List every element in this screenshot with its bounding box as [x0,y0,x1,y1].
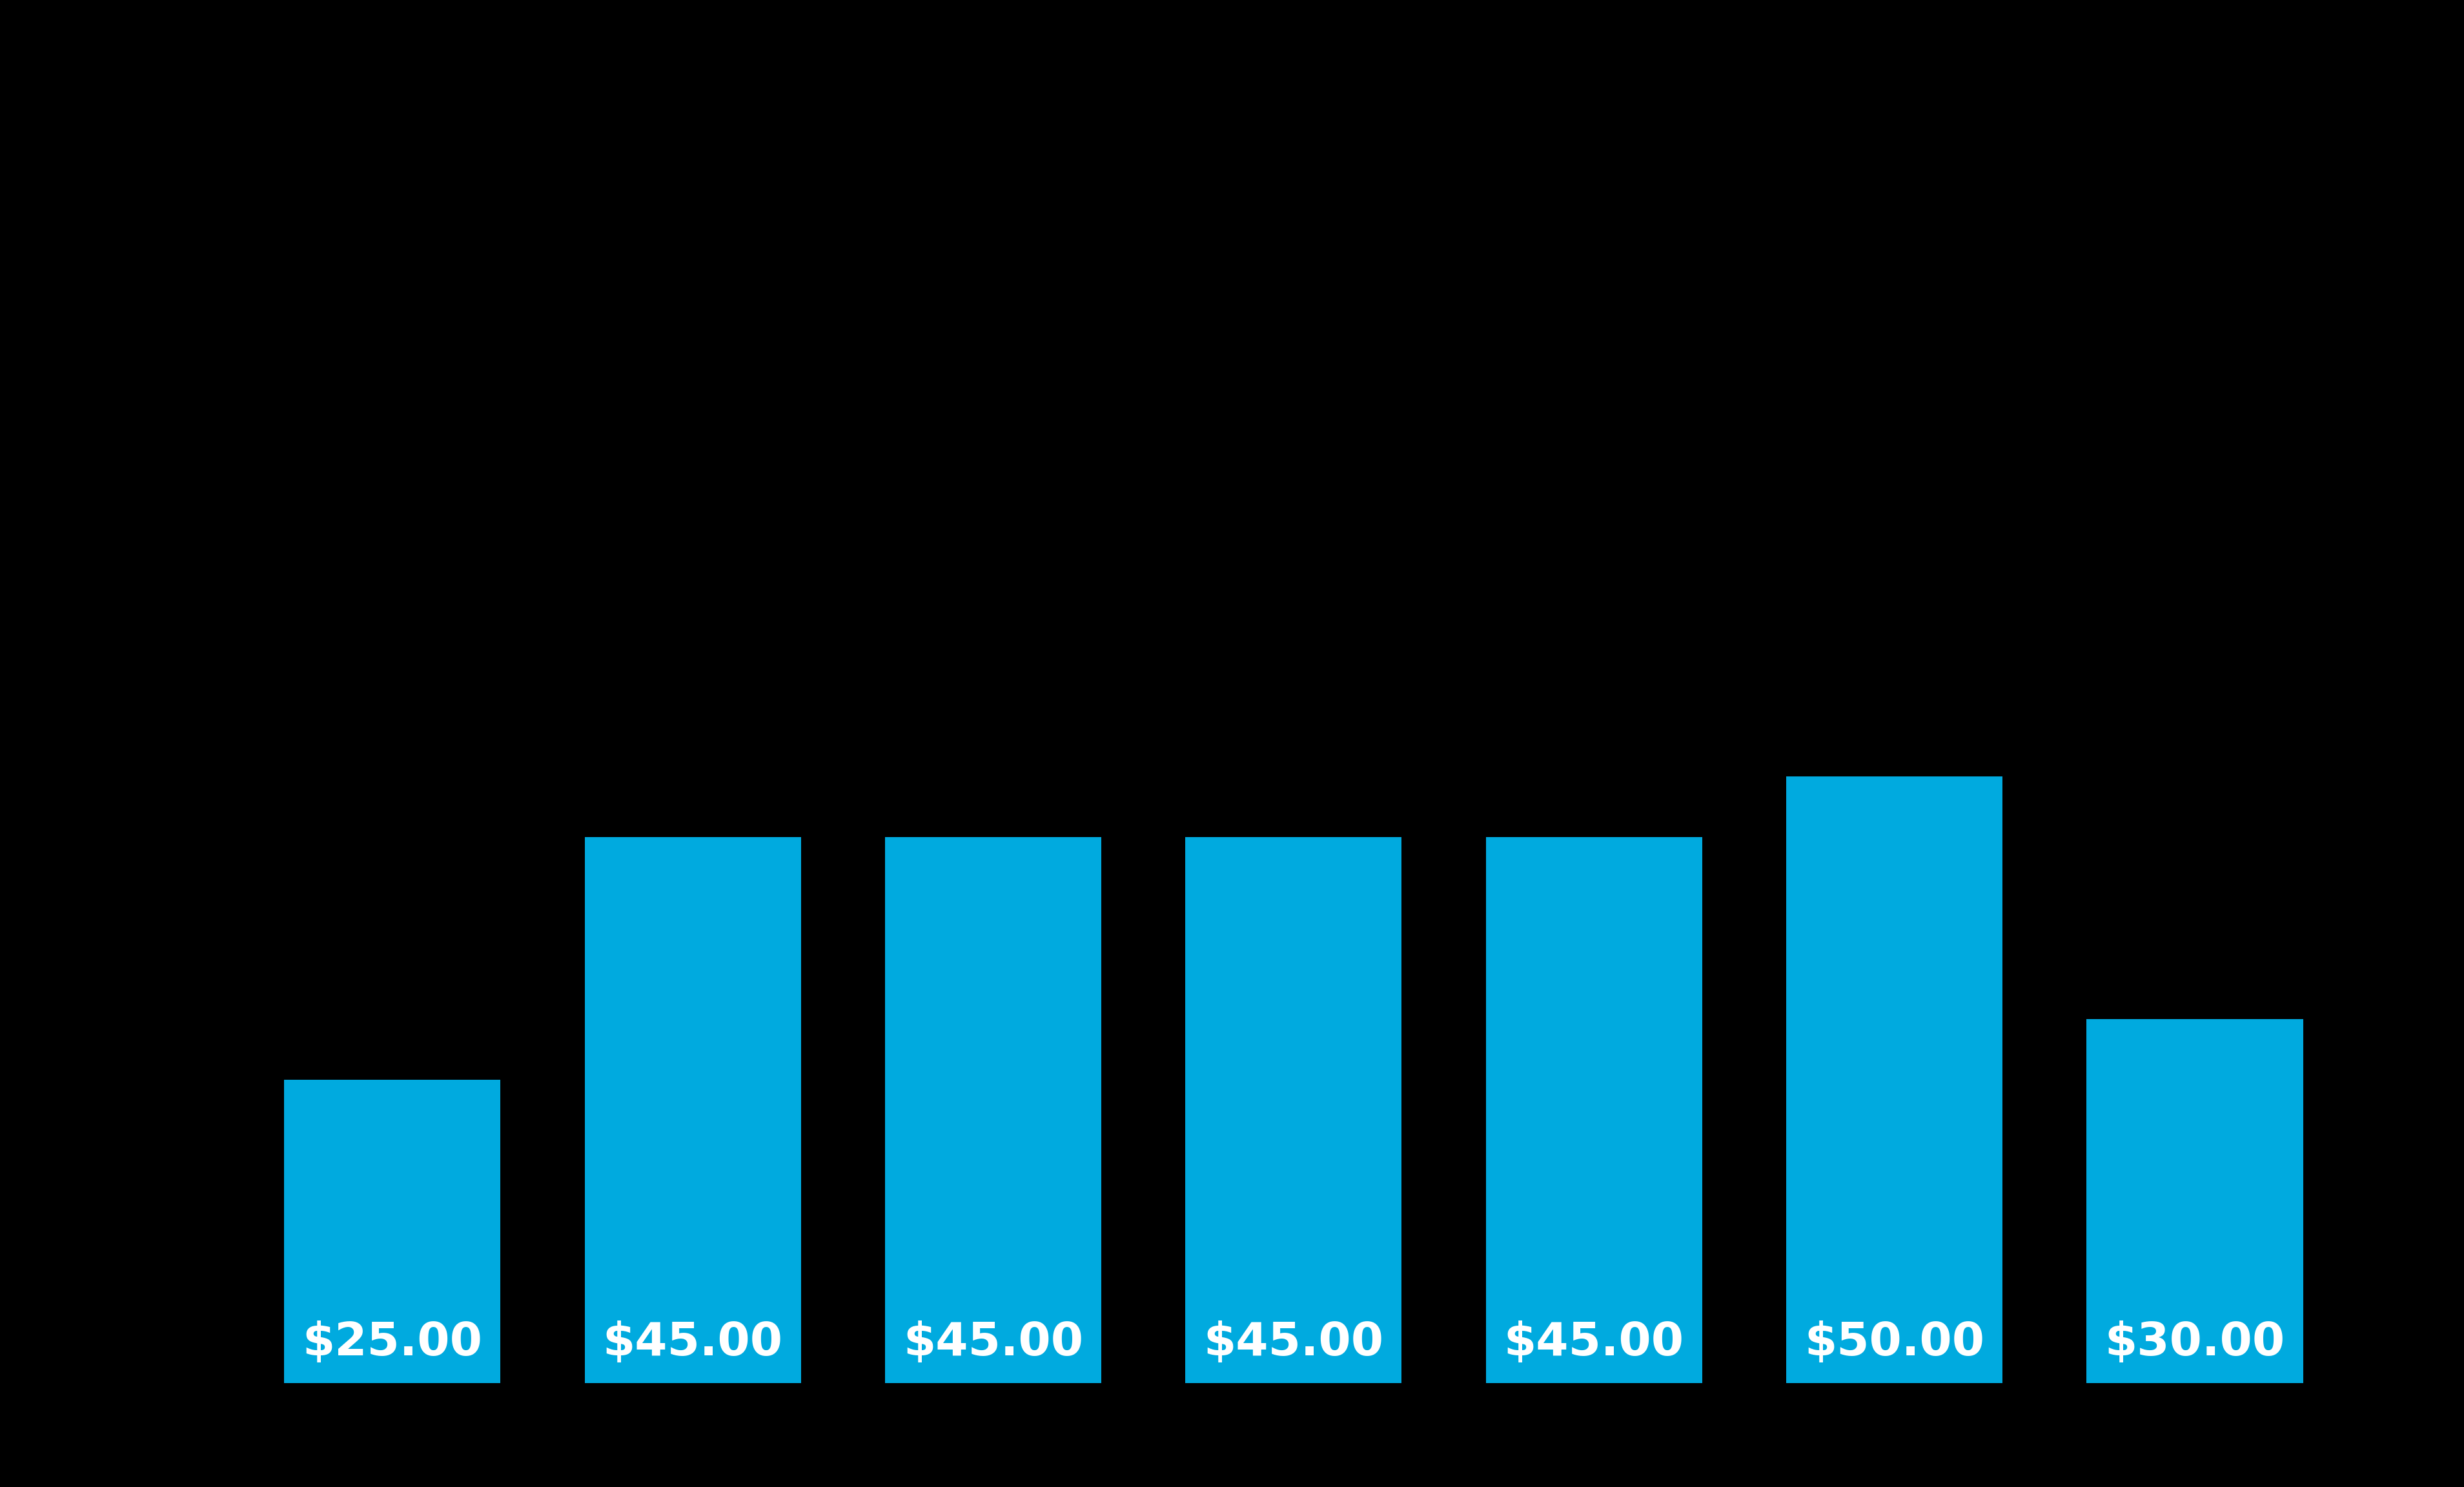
Bar [1786,776,2003,1383]
Text: $25.00: $25.00 [303,1320,483,1365]
Text: $45.00: $45.00 [904,1320,1084,1365]
Bar [885,837,1101,1383]
Bar [584,837,801,1383]
Text: $45.00: $45.00 [1503,1320,1683,1365]
Bar [1486,837,1703,1383]
Bar [1185,837,1402,1383]
Bar [283,1080,500,1383]
Text: $45.00: $45.00 [604,1320,784,1365]
Bar [2087,1019,2304,1383]
Text: $30.00: $30.00 [2104,1320,2284,1365]
Text: $45.00: $45.00 [1202,1320,1385,1365]
Text: $50.00: $50.00 [1804,1320,1984,1365]
